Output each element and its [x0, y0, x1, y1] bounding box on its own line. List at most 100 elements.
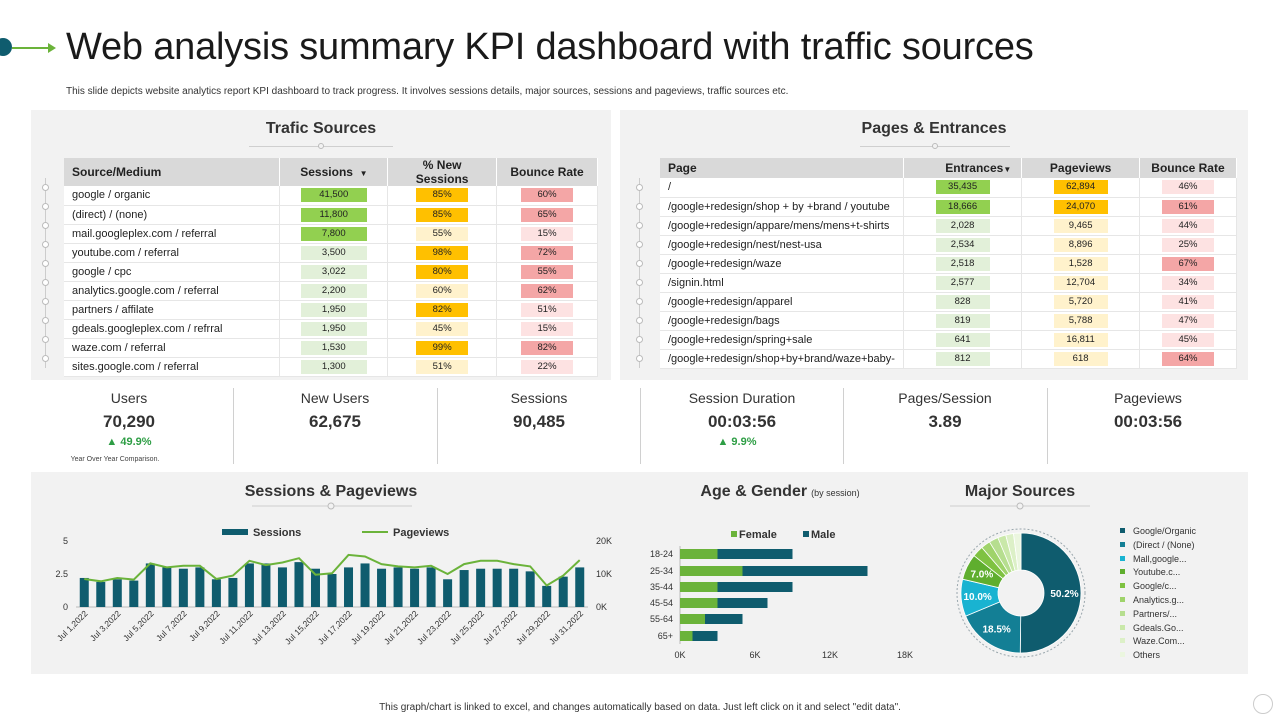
pageviews-cell: 9,465 — [1021, 216, 1140, 236]
legend-item[interactable]: Mall,google... — [1120, 553, 1196, 567]
bounce-rate-cell: 65% — [496, 205, 598, 225]
rail-dot — [636, 336, 643, 343]
new-sessions-cell: 98% — [387, 243, 498, 263]
bounce-rate-value: 47% — [1161, 313, 1214, 328]
header-arrow-line — [12, 47, 50, 49]
kpi-label: Pageviews — [1114, 390, 1182, 406]
table-row[interactable]: /google+redesign/apparel 828 5,720 41% — [660, 292, 1238, 312]
entrances-value: 18,666 — [935, 199, 990, 214]
col-header-new-sessions[interactable]: % New Sessions — [387, 158, 498, 186]
legend-item[interactable]: (Direct / (None) — [1120, 539, 1196, 553]
rail-dot — [636, 298, 643, 305]
legend-item[interactable]: Waze.Com... — [1120, 635, 1196, 649]
bounce-rate-value: 82% — [521, 340, 574, 355]
sessions-value: 1,300 — [300, 359, 367, 374]
entrances-value: 2,028 — [935, 218, 990, 233]
kpi-divider — [1047, 388, 1048, 464]
legend-item[interactable]: Google/Organic — [1120, 525, 1196, 539]
col-header-entrances[interactable]: Entrances▼ — [903, 158, 1023, 178]
legend-item[interactable]: Youtube.c... — [1120, 566, 1196, 580]
entrances-value: 2,534 — [935, 237, 990, 252]
table-row[interactable]: waze.com / referral 1,530 99% 82% — [64, 338, 598, 358]
table-row[interactable]: /signin.html 2,577 12,704 34% — [660, 273, 1238, 293]
legend-swatch — [1120, 541, 1125, 547]
sessions-cell: 3,500 — [279, 243, 389, 263]
bounce-rate-value: 60% — [521, 188, 574, 203]
new-sessions-cell: 55% — [387, 224, 498, 244]
kpi-label: New Users — [300, 390, 370, 406]
entrances-value: 641 — [935, 332, 990, 347]
col-header-sessions[interactable]: Sessions ▼ — [279, 158, 389, 186]
legend-item[interactable]: Partners/... — [1120, 608, 1196, 622]
bounce-rate-cell: 15% — [496, 224, 598, 244]
bounce-rate-cell: 25% — [1139, 235, 1238, 255]
bounce-rate-value: 22% — [521, 359, 574, 374]
page-cell: /google+redesign/spring+sale — [660, 330, 904, 350]
pageviews-value: 1,528 — [1053, 256, 1108, 271]
table-row[interactable]: / 35,435 62,894 46% — [660, 178, 1238, 198]
pageviews-value: 5,720 — [1053, 294, 1108, 309]
pageviews-value: 16,811 — [1053, 332, 1108, 347]
legend-item[interactable]: Analytics.g... — [1120, 594, 1196, 608]
kpi-value: 90,485 — [513, 412, 565, 431]
new-sessions-cell: 45% — [387, 319, 498, 339]
table-row[interactable]: sites.google.com / referral 1,300 51% 22% — [64, 357, 598, 377]
table-row[interactable]: /google+redesign/spring+sale 641 16,811 45% — [660, 330, 1238, 350]
sort-desc-icon[interactable]: ▼ — [1003, 165, 1012, 174]
table-row[interactable]: /google+redesign/appare/mens/mens+t-shir… — [660, 216, 1238, 236]
new-sessions-value: 55% — [416, 226, 469, 241]
bounce-rate-value: 45% — [1161, 332, 1214, 347]
bounce-rate-value: 65% — [521, 207, 574, 222]
col-header-page[interactable]: Page — [660, 158, 904, 178]
rail-dot — [636, 184, 643, 191]
legend-label: Youtube.c... — [1133, 567, 1181, 578]
col-header-pageviews[interactable]: Pageviews — [1021, 158, 1140, 178]
legend-item[interactable]: Google/c... — [1120, 580, 1196, 594]
table-row[interactable]: youtube.com / referral 3,500 98% 72% — [64, 243, 598, 263]
entrances-cell: 828 — [903, 292, 1023, 312]
bounce-rate-cell: 62% — [496, 281, 598, 301]
rail-dot — [42, 279, 49, 286]
table-row[interactable]: /google+redesign/shop+by+brand/waze+baby… — [660, 349, 1238, 369]
page-cell: /signin.html — [660, 273, 904, 293]
table-row[interactable]: /google+redesign/shop + by +brand / yout… — [660, 197, 1238, 217]
new-sessions-value: 45% — [416, 321, 469, 336]
rail-dot — [42, 336, 49, 343]
pageviews-cell: 1,528 — [1021, 254, 1140, 274]
page-title: Web analysis summary KPI dashboard with … — [66, 26, 1034, 68]
row-rail — [639, 178, 640, 368]
sessions-value: 7,800 — [300, 226, 367, 241]
table-row[interactable]: google / cpc 3,022 80% 55% — [64, 262, 598, 282]
new-sessions-cell: 85% — [387, 186, 498, 206]
col-header-source[interactable]: Source/Medium — [64, 158, 281, 186]
entrances-cell: 2,518 — [903, 254, 1023, 274]
kpi-delta: ▲ 49.9% — [106, 436, 152, 448]
new-sessions-cell: 80% — [387, 262, 498, 282]
col-header-bounce-rate[interactable]: Bounce Rate — [496, 158, 598, 186]
kpi-note: Year Over Year Comparison. — [70, 456, 160, 463]
table-row[interactable]: /google+redesign/waze 2,518 1,528 67% — [660, 254, 1238, 274]
table-row[interactable]: (direct) / (none) 11,800 85% 65% — [64, 205, 598, 225]
bounce-rate-value: 46% — [1161, 180, 1214, 195]
table-row[interactable]: /google+redesign/bags 819 5,788 47% — [660, 311, 1238, 331]
legend-item[interactable]: Gdeals.Go... — [1120, 622, 1196, 636]
table-row[interactable]: partners / affilate 1,950 82% 51% — [64, 300, 598, 320]
bounce-rate-value: 64% — [1161, 351, 1214, 366]
pageviews-cell: 5,788 — [1021, 311, 1140, 331]
table-row[interactable]: mail.googleplex.com / referral 7,800 55% 15… — [64, 224, 598, 244]
table-row[interactable]: gdeals.googleplex.com / refrral 1,950 45% 1… — [64, 319, 598, 339]
table-row[interactable]: google / organic 41,500 85% 60% — [64, 186, 598, 206]
col-header-bounce-rate[interactable]: Bounce Rate — [1139, 158, 1238, 178]
kpi-new-users: New Users 62,675 — [234, 388, 436, 466]
charts-panel — [31, 472, 1248, 674]
kpi-value: 3.89 — [928, 412, 962, 431]
sort-desc-icon[interactable]: ▼ — [359, 169, 368, 178]
table-row[interactable]: analytics.google.com / referral 2,200 60% 6… — [64, 281, 598, 301]
legend-swatch — [1120, 624, 1125, 630]
pageviews-value: 62,894 — [1053, 180, 1108, 195]
rail-dot — [636, 317, 643, 324]
kpi-value: 00:03:56 — [1113, 412, 1183, 431]
legend-item[interactable]: Others — [1120, 649, 1196, 663]
pages-entrances-table: Page Entrances▼ Pageviews Bounce Rate / 3… — [660, 158, 1238, 369]
table-row[interactable]: /google+redesign/nest/nest-usa 2,534 8,896… — [660, 235, 1238, 255]
